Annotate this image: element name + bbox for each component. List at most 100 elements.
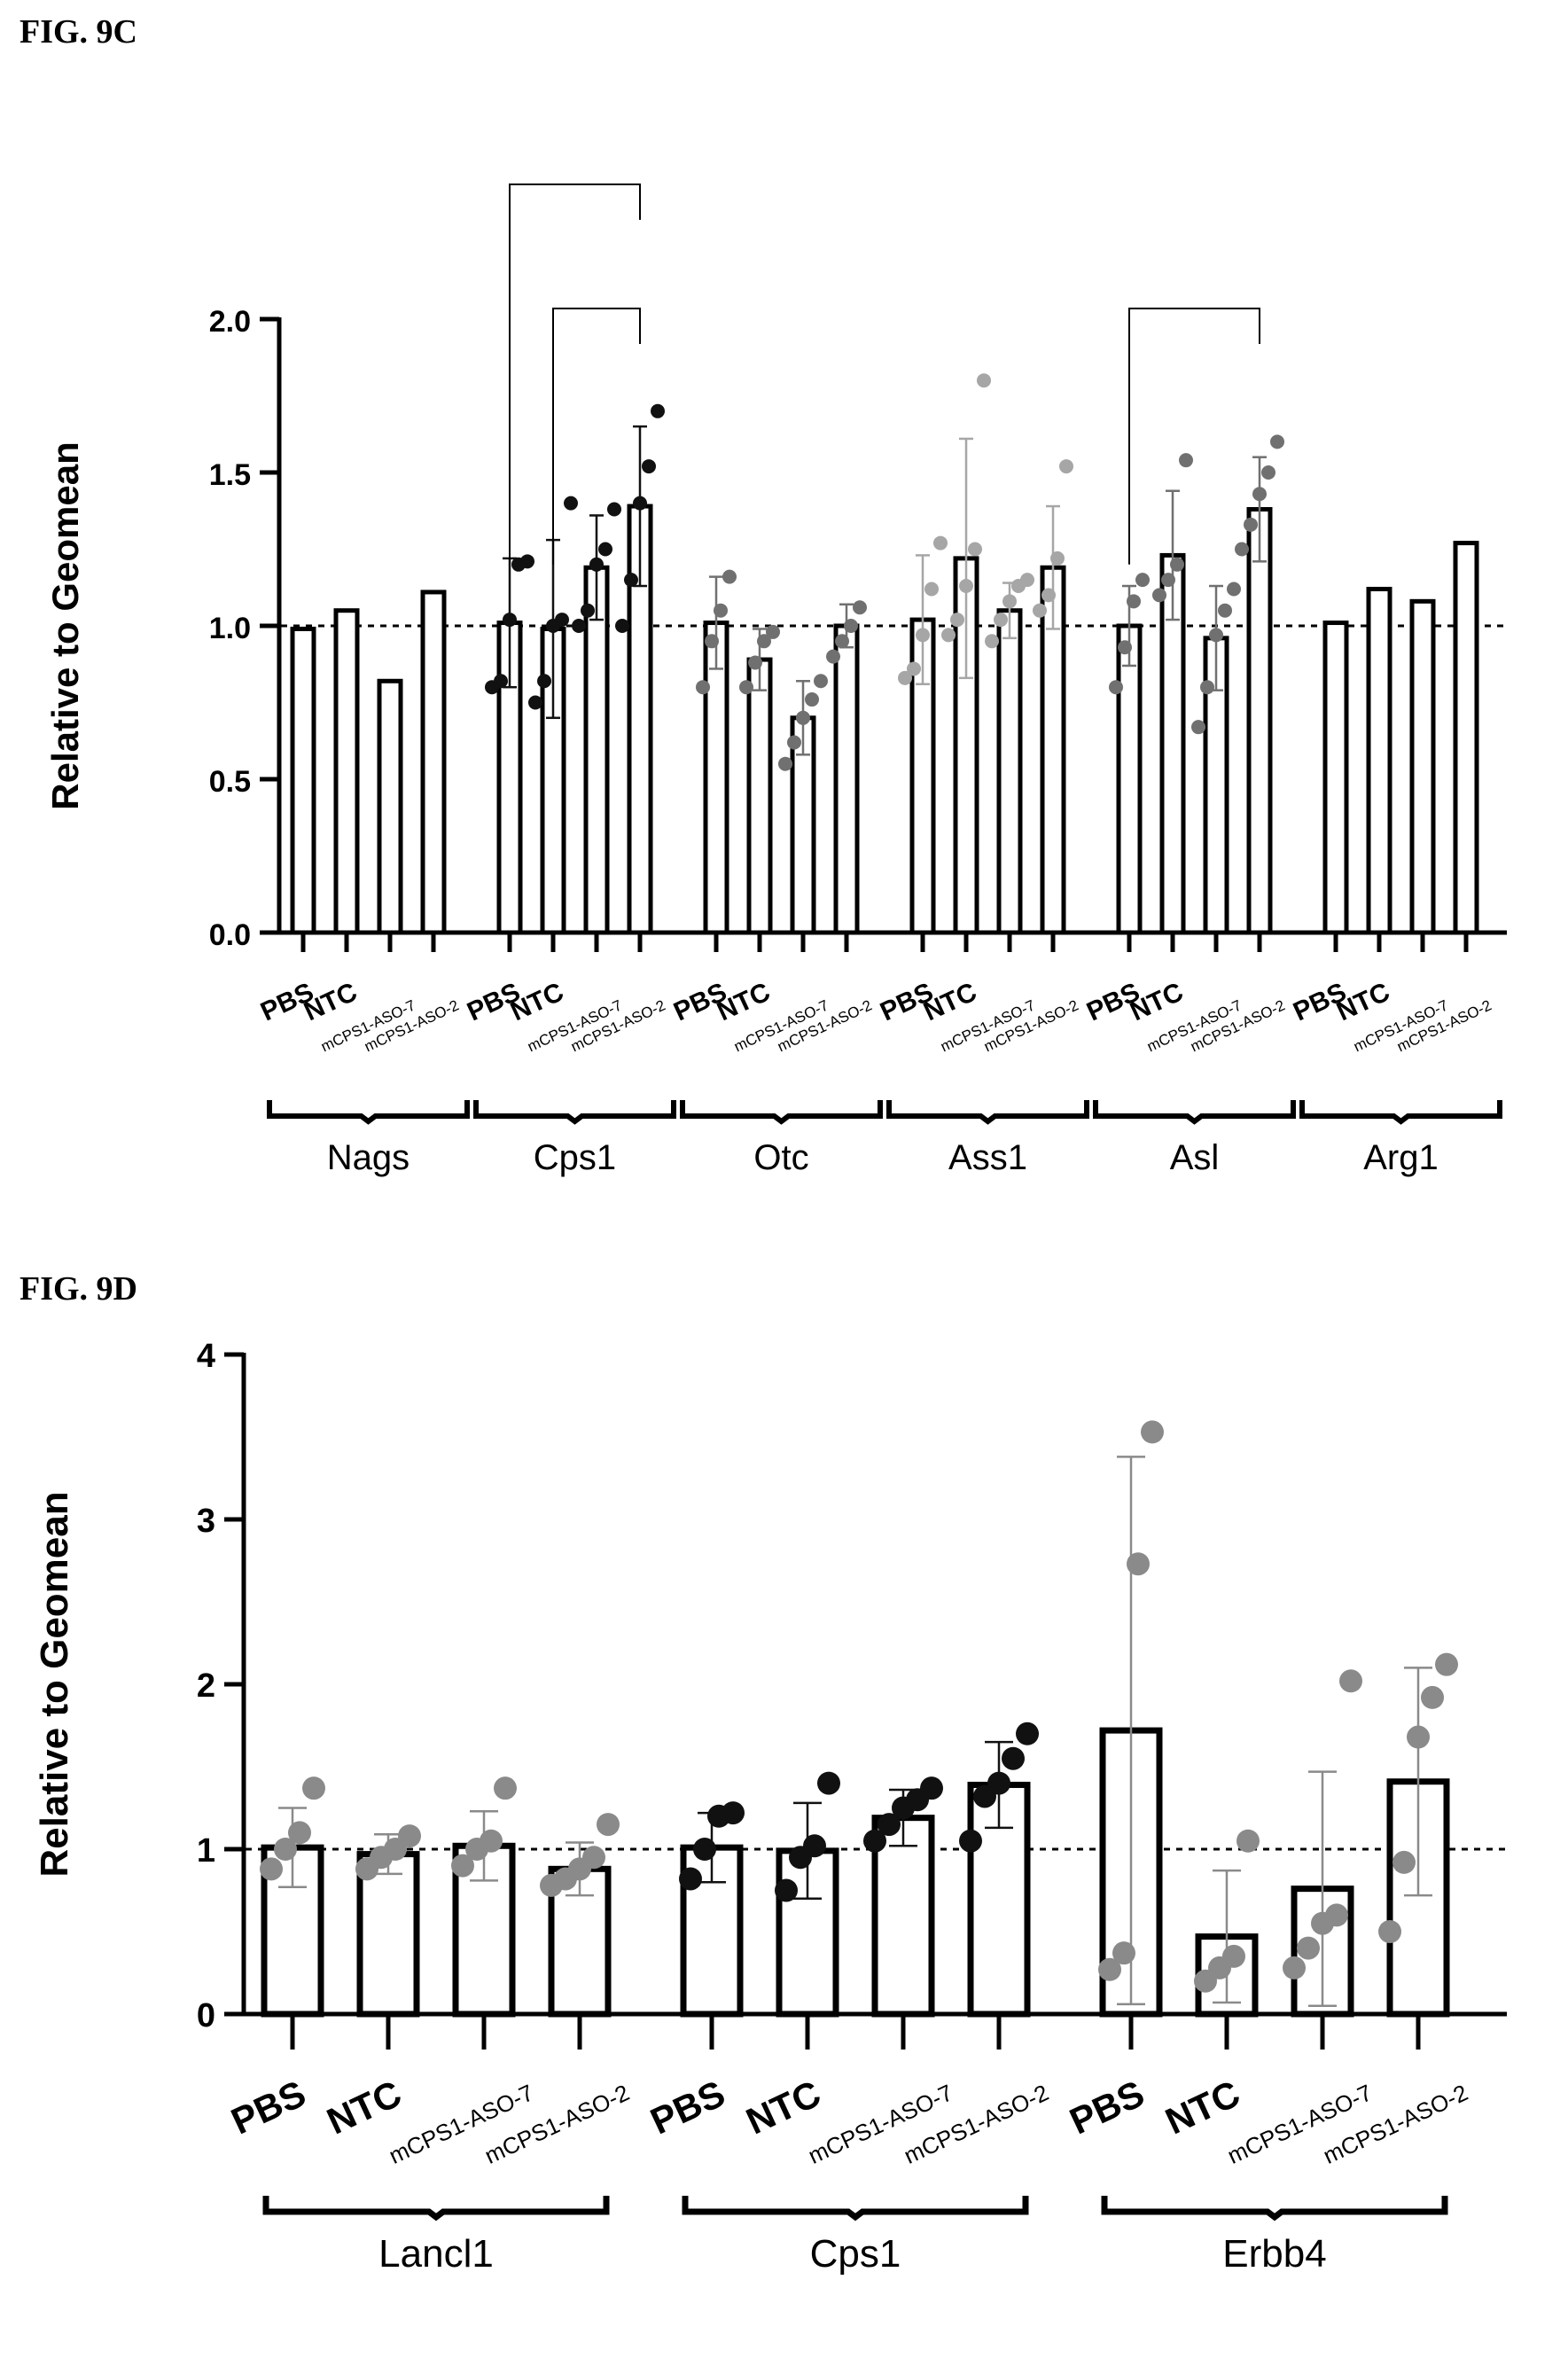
data-point <box>941 628 956 643</box>
data-point <box>907 661 921 676</box>
data-point <box>1222 1944 1245 1968</box>
bar-nags-mcps1-aso-7 <box>377 678 403 935</box>
group-label-cps1: Cps1 <box>534 1138 616 1177</box>
data-point <box>1191 720 1205 735</box>
x-tick-label: PBS <box>644 2073 731 2143</box>
x-tick-label: NTC <box>1159 2073 1246 2143</box>
data-point <box>920 1776 943 1800</box>
data-point <box>1109 680 1123 695</box>
bar-cps1-mcps1-aso-7 <box>583 565 610 935</box>
data-point <box>1421 1685 1444 1709</box>
group-label-ass1: Ass1 <box>948 1138 1027 1177</box>
data-point <box>916 628 930 643</box>
data-point <box>564 496 578 511</box>
bar-nags-mcps1-aso-2 <box>420 590 447 935</box>
figure-label-9d: FIG. 9D <box>20 1270 137 1308</box>
data-point <box>950 613 964 628</box>
group-label-nags: Nags <box>327 1138 410 1177</box>
data-point <box>739 680 753 695</box>
data-point <box>520 554 534 569</box>
bar-ass1-mcps1-aso-7 <box>996 608 1023 935</box>
data-point <box>803 1834 826 1858</box>
data-point <box>696 680 710 695</box>
data-point <box>1118 640 1132 655</box>
data-point <box>302 1776 325 1800</box>
data-point <box>1227 582 1241 597</box>
data-point <box>1135 573 1150 588</box>
x-tick-label: NTC <box>321 2073 408 2143</box>
y-tick-label: 1.5 <box>209 458 251 492</box>
group-label-asl: Asl <box>1170 1138 1220 1177</box>
data-point <box>924 582 939 597</box>
data-point <box>778 756 792 771</box>
data-point <box>1261 465 1275 480</box>
data-point <box>826 649 840 664</box>
group-label-lancl1: Lancl1 <box>378 2232 494 2276</box>
data-point <box>398 1824 421 1848</box>
data-point <box>1407 1725 1430 1749</box>
data-point <box>607 502 621 517</box>
group-brace-otc <box>680 1100 883 1125</box>
data-point <box>994 613 1008 628</box>
data-point <box>1002 594 1017 609</box>
data-point <box>494 674 508 689</box>
data-point <box>817 1771 840 1795</box>
data-point <box>624 573 638 588</box>
group-brace-nags <box>267 1100 470 1125</box>
bar-otc-mcps1-aso-2 <box>833 623 860 935</box>
data-point <box>787 735 801 750</box>
data-point <box>814 674 828 689</box>
bar-nags-ntc <box>333 608 360 935</box>
data-point <box>1152 588 1166 603</box>
data-point <box>796 710 810 725</box>
significance-bracket <box>1128 308 1260 565</box>
y-tick-label: 1 <box>197 1832 215 1870</box>
bar-asl-pbs <box>1116 623 1143 935</box>
group-brace-cps1 <box>473 1100 676 1125</box>
data-point <box>1325 1903 1348 1927</box>
x-tick-label: PBS <box>1064 2073 1151 2143</box>
data-point <box>1170 557 1184 572</box>
data-point <box>987 1771 1010 1795</box>
data-point <box>1033 603 1047 618</box>
group-label-arg1: Arg1 <box>1363 1138 1439 1177</box>
data-point <box>288 1821 311 1845</box>
significance-bracket <box>509 183 641 565</box>
data-point <box>589 557 604 572</box>
data-point <box>260 1857 283 1881</box>
data-point <box>1270 434 1284 449</box>
data-point <box>572 619 586 633</box>
data-point <box>1297 1936 1320 1960</box>
group-brace-arg1 <box>1299 1100 1502 1125</box>
data-point <box>1209 628 1223 643</box>
figure-label-9c: FIG. 9C <box>20 13 137 51</box>
data-point <box>1252 487 1267 502</box>
bar-nags-pbs <box>290 626 316 935</box>
data-point <box>537 674 551 689</box>
data-point <box>1127 1552 1150 1576</box>
data-point <box>977 373 991 388</box>
data-point <box>1002 1746 1025 1770</box>
data-point <box>853 600 867 615</box>
significance-bracket <box>552 308 641 565</box>
data-point <box>1378 1920 1401 1943</box>
data-point <box>679 1867 702 1891</box>
data-point <box>598 542 612 557</box>
bar-arg1-mcps1-aso-2 <box>1453 541 1479 935</box>
y-tick-label: 0.0 <box>209 918 251 952</box>
y-tick-label: 1.0 <box>209 612 251 645</box>
data-point <box>1179 453 1193 468</box>
bar-asl-mcps1-aso-2 <box>1246 507 1273 935</box>
x-tick-label: PBS <box>225 2073 312 2143</box>
data-point <box>863 1829 886 1853</box>
x-tick-label: NTC <box>740 2073 827 2143</box>
data-point <box>1050 550 1065 566</box>
data-point <box>581 603 595 618</box>
data-point <box>1020 573 1034 588</box>
data-point <box>1339 1669 1362 1693</box>
data-point <box>651 403 665 418</box>
data-point <box>898 670 912 685</box>
data-point <box>1283 1956 1306 1979</box>
data-point <box>642 459 656 474</box>
